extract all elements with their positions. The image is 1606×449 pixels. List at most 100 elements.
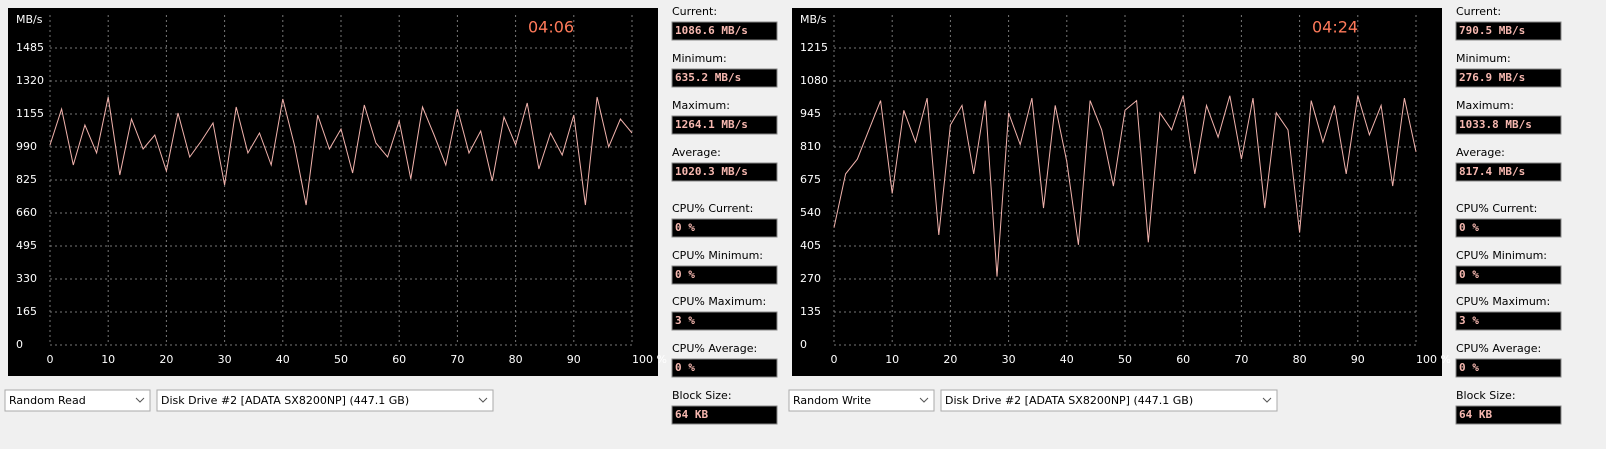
y-tick-label: 540 [800,206,821,219]
x-tick-label: 20 [943,353,957,366]
x-tick-label: 30 [218,353,232,366]
x-tick-label: 100 % [632,353,667,366]
stat-value: 276.9 MB/s [1459,71,1525,84]
drive-dropdown[interactable] [156,389,494,412]
stat-value: 1264.1 MB/s [675,118,748,131]
y-tick-label: 1155 [16,107,44,120]
stat-label: Current: [672,5,717,18]
stat-label: Minimum: [672,52,727,65]
x-tick-label: 30 [1002,353,1016,366]
stat-box [671,405,778,425]
stat-value: 1033.8 MB/s [1459,118,1532,131]
x-tick-label: 10 [885,353,899,366]
x-tick-label: 90 [1351,353,1365,366]
drive-dropdown-text: Disk Drive #2 [ADATA SX8200NP] (447.1 GB… [945,394,1193,407]
x-tick-label: 20 [159,353,173,366]
x-tick-label: 40 [1060,353,1074,366]
x-tick-label: 10 [101,353,115,366]
y-unit-label: MB/s [16,13,43,26]
y-tick-label: 1080 [800,74,828,87]
x-tick-label: 70 [450,353,464,366]
y-tick-label: 0 [800,338,807,351]
stat-box [1455,218,1562,238]
stat-value: 64 KB [1459,408,1492,421]
throughput-line [833,95,1417,277]
x-tick-label: 0 [831,353,838,366]
y-tick-label: 270 [800,272,821,285]
stat-box [671,311,778,331]
stat-box [1455,265,1562,285]
x-tick-label: 90 [567,353,581,366]
stat-value: 1020.3 MB/s [675,165,748,178]
y-tick-label: 660 [16,206,37,219]
test-dropdown-arrow [919,397,929,403]
x-tick-label: 80 [509,353,523,366]
y-unit-label: MB/s [800,13,827,26]
stat-box [1455,405,1562,425]
stat-label: Average: [672,146,721,159]
drive-dropdown[interactable] [940,389,1278,412]
x-tick-label: 50 [1118,353,1132,366]
stat-value: 0 % [1459,361,1479,374]
stat-box [671,358,778,378]
stat-box [1455,162,1562,182]
stat-label: CPU% Current: [1456,202,1537,215]
y-tick-label: 1485 [16,41,44,54]
stat-box [671,68,778,88]
stat-box [1455,68,1562,88]
y-tick-label: 165 [16,305,37,318]
stat-label: CPU% Average: [1456,342,1541,355]
stat-label: CPU% Current: [672,202,753,215]
x-tick-label: 80 [1293,353,1307,366]
y-tick-label: 495 [16,239,37,252]
test-dropdown-text: Random Write [793,394,871,407]
stat-label: Maximum: [672,99,730,112]
y-tick-label: 675 [800,173,821,186]
stat-value: 0 % [675,361,695,374]
stat-label: CPU% Average: [672,342,757,355]
stat-value: 64 KB [675,408,708,421]
stat-value: 0 % [675,268,695,281]
stat-value: 3 % [675,314,695,327]
stat-box [1455,358,1562,378]
drive-dropdown-arrow [478,397,488,403]
stat-label: Maximum: [1456,99,1514,112]
stat-box [671,265,778,285]
stat-label: Block Size: [672,389,732,402]
x-tick-label: 0 [47,353,54,366]
stat-label: Average: [1456,146,1505,159]
elapsed-time: 04:24 [1312,18,1358,37]
stat-value: 1086.6 MB/s [675,24,748,37]
stat-label: CPU% Maximum: [672,295,766,308]
y-tick-label: 990 [16,140,37,153]
throughput-line [49,96,633,206]
y-tick-label: 825 [16,173,37,186]
y-tick-label: 330 [16,272,37,285]
stat-label: Block Size: [1456,389,1516,402]
x-tick-label: 50 [334,353,348,366]
stat-value: 0 % [675,221,695,234]
stat-value: 635.2 MB/s [675,71,741,84]
y-tick-label: 810 [800,140,821,153]
stat-value: 0 % [1459,268,1479,281]
stat-value: 0 % [1459,221,1479,234]
y-tick-label: 0 [16,338,23,351]
test-dropdown[interactable] [4,389,151,412]
test-dropdown-arrow [135,397,145,403]
stat-label: CPU% Maximum: [1456,295,1550,308]
stat-box [671,162,778,182]
y-tick-label: 1215 [800,41,828,54]
stat-value: 3 % [1459,314,1479,327]
stat-box [671,115,778,135]
drive-dropdown-arrow [1262,397,1272,403]
stat-label: Current: [1456,5,1501,18]
stat-value: 817.4 MB/s [1459,165,1525,178]
test-dropdown[interactable] [788,389,935,412]
test-dropdown-text: Random Read [9,394,86,407]
stat-value: 790.5 MB/s [1459,24,1525,37]
y-tick-label: 405 [800,239,821,252]
x-tick-label: 60 [392,353,406,366]
stat-box [671,21,778,41]
